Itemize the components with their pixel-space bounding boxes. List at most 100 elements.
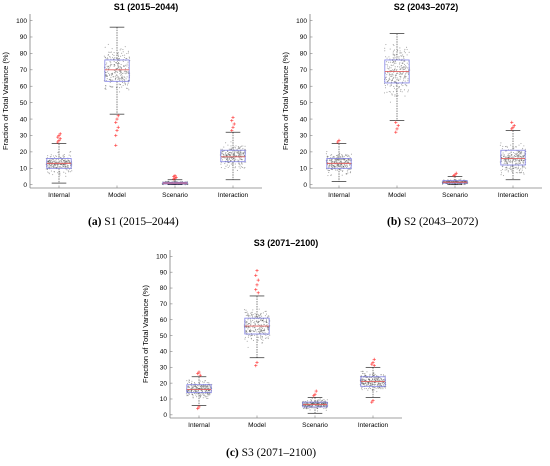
data-point [400,75,402,77]
data-point [121,81,124,84]
data-point [331,165,333,167]
data-point [257,322,259,324]
data-point [380,374,382,376]
data-point [509,159,511,162]
data-point [123,70,125,72]
data-point [230,155,232,157]
data-point [265,334,267,336]
data-point [111,86,113,88]
data-point [124,84,126,86]
data-point [260,329,262,331]
data-point [362,382,364,384]
data-point [64,160,66,163]
data-point [519,152,521,155]
data-point [381,383,383,385]
y-tick-label: 60 [160,317,168,324]
data-point [325,400,327,402]
data-point [114,79,116,81]
data-point [386,91,388,93]
data-point [234,157,236,159]
data-point [220,148,222,150]
data-point [122,77,124,79]
data-point [245,330,247,333]
outlier-marker [255,283,259,287]
data-point [500,142,502,144]
data-point [402,68,404,70]
data-point [389,70,391,72]
box-internal [45,132,73,184]
data-point [186,380,188,382]
data-point [403,63,406,65]
data-point [515,155,518,157]
data-point [384,375,386,377]
data-point [263,328,265,330]
data-point [109,65,111,67]
data-point [67,165,69,167]
data-point [126,76,128,78]
data-point [260,334,262,336]
data-point [330,174,332,176]
data-point [336,169,338,171]
data-point [259,329,261,331]
data-point [233,153,235,155]
data-point [122,65,125,68]
data-point [373,389,375,391]
data-point [503,162,505,164]
data-point [195,390,197,392]
y-tick-label: 40 [160,349,168,356]
data-point [237,150,239,152]
data-point [207,391,209,393]
data-point [125,78,127,80]
data-point [388,78,390,80]
data-point [263,330,266,332]
data-point [345,154,347,157]
data-point [202,381,204,383]
data-point [328,166,330,168]
data-point [347,159,349,161]
data-point [393,44,395,47]
y-tick-label: 20 [300,149,308,156]
data-point [240,145,243,147]
data-point [119,60,121,62]
data-point [365,387,367,390]
data-point [335,165,337,167]
data-point [67,160,69,162]
data-point [407,67,409,69]
data-point [523,155,525,157]
data-point [407,78,409,80]
data-point [196,392,198,394]
data-point [237,146,239,148]
data-point [339,158,341,160]
data-point [380,388,382,390]
data-point [514,153,516,155]
data-point [261,315,263,317]
data-point [518,154,520,156]
data-point [343,163,345,165]
data-point [247,346,249,348]
data-point [208,392,210,395]
data-point [220,151,223,153]
data-point [404,52,406,54]
outlier-marker [394,130,398,134]
y-tick-label: 90 [300,34,308,41]
y-tick-label: 50 [300,100,308,107]
data-point [392,73,394,75]
data-point [265,310,267,312]
data-point [385,43,387,46]
data-point [405,46,408,48]
data-point [233,159,235,162]
data-point [377,387,379,389]
data-point [265,313,268,315]
data-point [243,152,245,154]
data-point [62,155,64,157]
data-point [238,153,240,155]
data-point [223,153,225,155]
data-point [48,160,50,162]
data-point [205,395,207,397]
data-point [224,167,226,169]
data-point [244,338,246,340]
data-point [113,76,115,78]
data-point [236,148,238,150]
data-point [238,166,240,168]
data-point [325,402,327,405]
